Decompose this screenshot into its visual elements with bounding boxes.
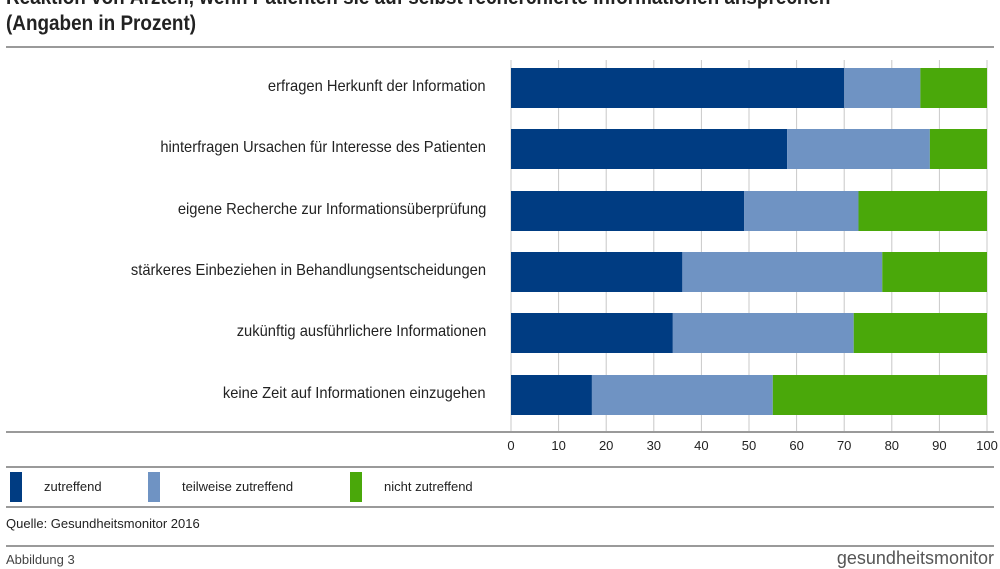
- bar-segment: [882, 252, 987, 292]
- legend-swatch: [148, 472, 160, 502]
- divider: [6, 46, 994, 48]
- category-label: erfragen Herkunft der Information: [268, 78, 486, 95]
- bar-segment: [511, 68, 845, 108]
- legend-label: nicht zutreffend: [384, 479, 473, 494]
- x-tick-label: 90: [932, 438, 947, 453]
- bar-segment: [858, 191, 987, 231]
- bar-segment: [844, 68, 921, 108]
- x-tick-label: 40: [694, 438, 709, 453]
- bar-segment: [920, 68, 987, 108]
- x-tick-label: 70: [836, 438, 852, 453]
- bar-segment: [511, 129, 788, 169]
- x-tick-label: 20: [598, 438, 614, 453]
- figure-number: Abbildung 3: [6, 552, 75, 567]
- divider: [6, 506, 994, 508]
- x-tick-label: 10: [551, 438, 566, 453]
- x-tick-label: 80: [884, 438, 900, 453]
- brand-logo-text: gesundheitsmonitor: [836, 548, 994, 568]
- chart-title: Reaktion von Ärzten, wenn Patienten sie …: [6, 0, 830, 10]
- bar-segment: [511, 313, 673, 353]
- category-label: keine Zeit auf Informationen einzugehen: [223, 385, 486, 402]
- source-note: Quelle: Gesundheitsmonitor 2016: [6, 516, 200, 531]
- category-label: hinterfragen Ursachen für Interesse des …: [160, 139, 486, 156]
- bar-segment: [591, 375, 773, 415]
- legend-swatch: [10, 472, 22, 502]
- bar-segment: [929, 129, 987, 169]
- x-tick-label: 60: [789, 438, 804, 453]
- x-tick-label: 0: [507, 438, 515, 453]
- divider: [6, 466, 994, 468]
- legend-swatch: [350, 472, 362, 502]
- category-label: stärkeres Einbeziehen in Behandlungsents…: [130, 262, 486, 279]
- legend-label: zutreffend: [44, 479, 102, 494]
- x-tick-label: 50: [741, 438, 757, 453]
- bar-segment: [672, 313, 854, 353]
- category-label: eigene Recherche zur Informationsüberprü…: [177, 201, 486, 218]
- x-tick-label: 100: [976, 438, 998, 453]
- bar-segment: [511, 191, 745, 231]
- bar-segment: [853, 313, 987, 353]
- bar-segment: [682, 252, 883, 292]
- bar-segment: [772, 375, 987, 415]
- legend-label: teilweise zutreffend: [182, 479, 294, 494]
- bar-segment: [787, 129, 930, 169]
- category-label: zukünftig ausführlichere Informationen: [236, 323, 486, 340]
- bar-segment: [511, 375, 592, 415]
- divider: [6, 545, 994, 547]
- bar-segment: [511, 252, 683, 292]
- chart-subtitle: (Angaben in Prozent): [6, 12, 197, 35]
- x-tick-label: 30: [646, 438, 662, 453]
- bar-segment: [744, 191, 859, 231]
